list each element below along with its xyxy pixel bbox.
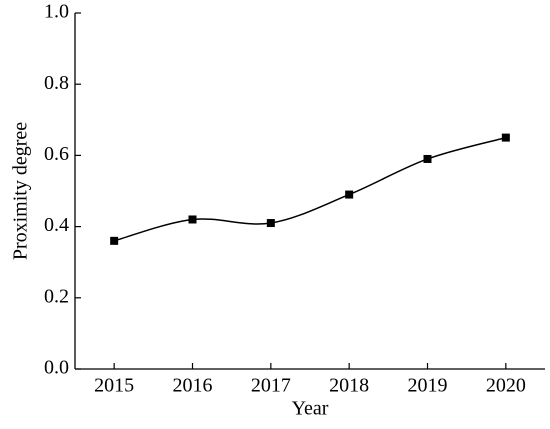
marker [266,219,275,228]
x-tick-label: 2017 [251,375,291,397]
y-axis-label: Proximity degree [10,122,32,260]
x-tick-label: 2020 [486,375,526,397]
marker [423,154,432,163]
x-tick-label: 2016 [173,375,213,397]
marker [110,236,119,245]
line [113,136,507,242]
x-tick-label: 2015 [94,375,134,397]
x-tick-label: 2019 [408,375,448,397]
x-tick-label: 2018 [329,375,369,397]
marker [501,133,510,142]
y-tick-label: 1.0 [44,1,69,23]
x-axis-label: Year [292,398,329,420]
marker [188,215,197,224]
y-tick-label: 0.2 [44,285,69,307]
marker [345,190,354,199]
y-tick-label: 0.0 [44,357,69,379]
y-tick-label: 0.4 [44,214,69,236]
y-tick-label: 0.6 [44,143,69,165]
y-tick-label: 0.8 [44,72,69,94]
